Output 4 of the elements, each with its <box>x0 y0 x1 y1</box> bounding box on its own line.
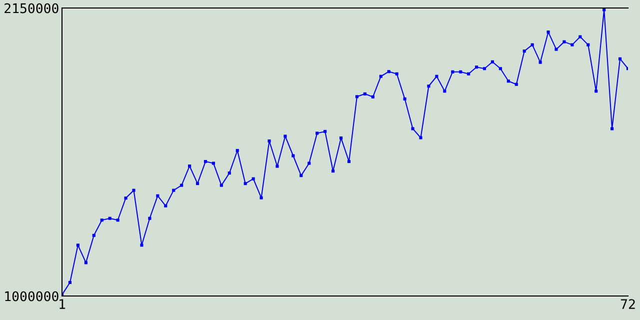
x-tick-label: 1 <box>60 299 66 309</box>
y-tick-label: 1000000 <box>5 291 58 302</box>
y-tick-label: 2150000 <box>4 3 58 14</box>
x-tick-label: 72 <box>620 299 635 309</box>
